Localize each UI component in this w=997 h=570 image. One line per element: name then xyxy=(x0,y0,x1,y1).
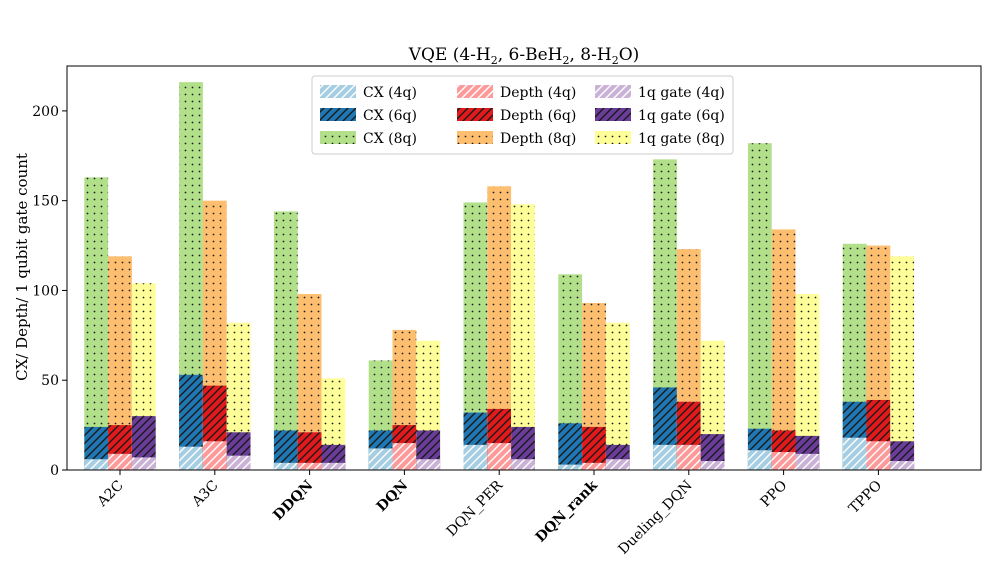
bar-dqn-per-cx-4q xyxy=(463,444,488,470)
y-tick-label: 50 xyxy=(41,373,59,389)
bar-dqn-rank-1q-gate-4q xyxy=(605,459,630,470)
bar-ppo-cx-4q xyxy=(747,450,772,470)
y-tick-label: 200 xyxy=(32,104,59,120)
legend-label-depth-8q: Depth (8q) xyxy=(500,131,576,147)
bar-ddqn-1q-gate-4q xyxy=(321,462,346,470)
legend-swatch-1q-gate-8q xyxy=(595,131,631,144)
x-tick-label-ddqn: DDQN xyxy=(270,477,316,523)
bar-dqn-per-depth-4q xyxy=(487,443,512,470)
x-tick-label-dueling-dqn: Dueling_DQN xyxy=(615,478,695,558)
legend-label-1q-gate-4q: 1q gate (4q) xyxy=(638,85,725,101)
bar-a3c-cx-4q xyxy=(179,446,203,470)
x-tick-label-dqn-rank: DQN_rank xyxy=(533,477,601,545)
x-tick-label-ppo: PPO xyxy=(758,478,791,511)
plot-frame xyxy=(66,65,982,471)
y-tick-label: 100 xyxy=(32,283,59,299)
bar-ddqn-depth-4q xyxy=(297,462,322,470)
bar-dqn-rank-cx-8q xyxy=(558,274,583,470)
bar-dqn-per-cx-8q xyxy=(463,202,488,470)
bar-dqn-rank-depth-6q xyxy=(582,426,606,470)
bar-dqn-rank-1q-gate-8q xyxy=(605,322,630,470)
bar-tppo-depth-4q xyxy=(866,441,891,470)
x-tick-label-dqn-per: DQN_PER xyxy=(444,477,507,540)
legend-swatch-depth-4q xyxy=(457,85,493,98)
bar-group-dqn-rank xyxy=(558,274,630,470)
bar-dqn-cx-4q xyxy=(368,448,393,470)
bar-group-ppo xyxy=(747,143,820,470)
bar-dqn-depth-4q xyxy=(392,443,417,470)
bar-a2c-cx-8q xyxy=(84,177,109,470)
bar-dueling-dqn-depth-4q xyxy=(676,444,701,470)
legend-swatch-1q-gate-4q xyxy=(595,85,631,98)
bar-dqn-rank-depth-4q xyxy=(582,462,606,470)
bar-ddqn-cx-8q xyxy=(273,211,298,470)
x-tick-label-dqn: DQN xyxy=(374,477,412,515)
legend-label-cx-8q: CX (8q) xyxy=(363,131,417,147)
legend-swatch-depth-8q xyxy=(457,131,493,144)
bar-dqn-per-depth-8q xyxy=(487,186,512,471)
x-tick-label-a2c: A2C xyxy=(94,478,127,511)
bar-ppo-1q-gate-8q xyxy=(795,294,820,470)
legend-label-depth-6q: Depth (6q) xyxy=(500,108,576,124)
legend-label-depth-4q: Depth (4q) xyxy=(500,85,576,101)
legend-swatch-cx-4q xyxy=(320,85,356,98)
legend-label-1q-gate-8q: 1q gate (8q) xyxy=(638,131,725,147)
bar-a2c-1q-gate-4q xyxy=(131,457,156,470)
bar-group-tppo xyxy=(842,243,915,470)
bar-a2c-depth-8q xyxy=(108,256,132,470)
legend-label-cx-6q: CX (6q) xyxy=(363,108,417,124)
bar-dqn-rank-cx-6q xyxy=(558,423,583,470)
bar-group-dueling-dqn xyxy=(653,159,725,470)
x-tick-label-tppo: TPPO xyxy=(846,478,885,517)
bar-dueling-dqn-1q-gate-4q xyxy=(700,461,725,470)
bar-dueling-dqn-cx-4q xyxy=(653,444,677,470)
legend-swatch-1q-gate-6q xyxy=(595,108,631,121)
bar-ddqn-cx-4q xyxy=(273,462,298,470)
bar-a2c-depth-4q xyxy=(108,453,132,470)
bar-dqn-1q-gate-4q xyxy=(416,459,441,470)
chart-title: VQE (4-H2, 6-BeH2, 8-H2O) xyxy=(408,45,640,67)
bar-tppo-1q-gate-8q xyxy=(890,256,915,470)
bar-group-dqn-per xyxy=(463,186,535,471)
bar-ddqn-cx-6q xyxy=(273,430,298,470)
bar-ppo-1q-gate-4q xyxy=(795,453,820,470)
bars-layer xyxy=(84,82,915,471)
legend-label-cx-4q: CX (4q) xyxy=(363,85,417,101)
bar-a2c-1q-gate-6q xyxy=(131,416,156,470)
bar-group-ddqn xyxy=(273,211,346,470)
legend-swatch-cx-8q xyxy=(320,131,356,144)
bar-group-a2c xyxy=(84,177,156,470)
bar-a3c-depth-4q xyxy=(202,441,227,470)
legend-swatch-depth-6q xyxy=(457,108,493,121)
y-axis-label: CX/ Depth/ 1 qubit gate count xyxy=(13,153,31,381)
bar-ppo-cx-8q xyxy=(747,143,772,470)
y-tick-label: 150 xyxy=(32,194,59,210)
bar-a3c-cx-8q xyxy=(179,82,203,470)
y-tick-label: 0 xyxy=(50,463,59,479)
bar-ppo-depth-8q xyxy=(771,229,796,470)
bar-dqn-per-1q-gate-8q xyxy=(511,204,535,470)
bar-tppo-1q-gate-4q xyxy=(890,461,915,470)
bar-group-dqn xyxy=(368,329,441,470)
bar-a3c-cx-6q xyxy=(179,374,203,470)
bar-dqn-rank-cx-4q xyxy=(558,464,583,470)
bar-a2c-cx-4q xyxy=(84,459,109,470)
bar-dqn-per-1q-gate-4q xyxy=(511,459,535,470)
bar-group-a3c xyxy=(179,82,251,471)
legend-swatch-cx-6q xyxy=(320,108,356,121)
bar-ppo-depth-4q xyxy=(771,452,796,470)
bar-ddqn-depth-8q xyxy=(297,294,322,470)
bar-ddqn-depth-6q xyxy=(297,432,322,470)
x-tick-label-a3c: A3C xyxy=(189,478,222,511)
bar-a3c-1q-gate-4q xyxy=(226,455,251,470)
bar-a2c-cx-6q xyxy=(84,426,109,470)
bar-tppo-cx-4q xyxy=(842,437,867,470)
legend-label-1q-gate-6q: 1q gate (6q) xyxy=(638,108,725,124)
legend: CX (4q) CX (6q) CX (8q) Depth (4q) Depth (6q… xyxy=(311,75,734,155)
bar-dqn-per-1q-gate-6q xyxy=(511,426,535,470)
